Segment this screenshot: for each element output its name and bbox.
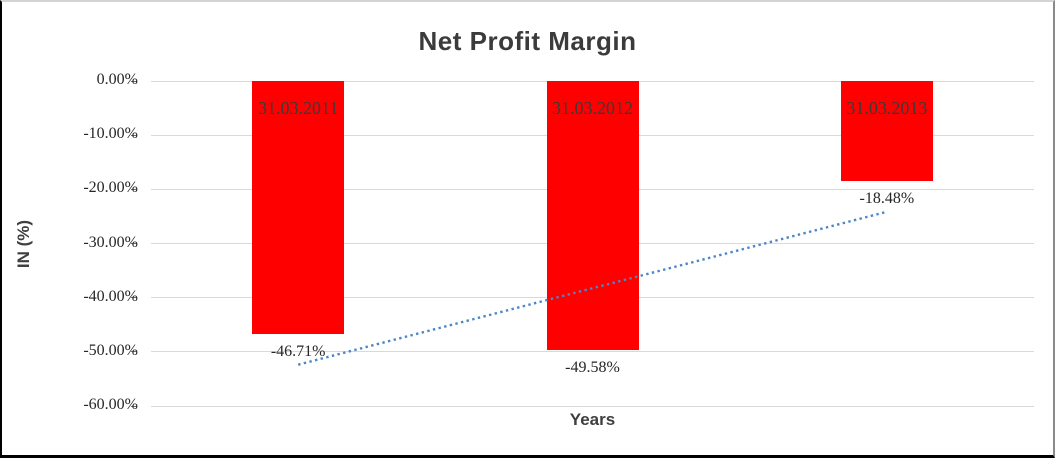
gridline xyxy=(151,405,1034,407)
data-label: -18.48% xyxy=(859,190,915,208)
bar-31.03.2011[interactable] xyxy=(252,81,345,334)
y-axis-tick-label: -50.00% xyxy=(83,341,138,359)
y-axis-tick-label: -10.00% xyxy=(83,125,138,143)
bar-31.03.2012[interactable] xyxy=(546,81,639,350)
x-axis-title: Years xyxy=(569,410,616,429)
y-axis-tick-label: 0.00% xyxy=(96,71,138,88)
data-label: -46.71% xyxy=(270,343,326,360)
y-axis-tick xyxy=(131,188,137,190)
y-axis-tick xyxy=(131,134,137,136)
trendline[interactable] xyxy=(297,210,888,366)
chart-title: Net Profit Margin xyxy=(418,26,637,56)
y-axis-tick-label: -40.00% xyxy=(83,287,138,305)
y-axis-tick xyxy=(131,243,137,244)
y-axis-tick xyxy=(131,351,137,353)
gridline xyxy=(151,351,1034,353)
category-label: 31.03.2011 xyxy=(257,98,339,118)
y-axis-tick-label: -60.00% xyxy=(83,396,138,413)
y-axis-tick-label: -20.00% xyxy=(83,179,138,197)
y-axis-tick-label: -30.00% xyxy=(83,233,138,251)
category-label: 31.03.2013 xyxy=(846,98,928,118)
y-axis-tick xyxy=(131,80,137,82)
category-label: 31.03.2012 xyxy=(552,98,633,118)
data-label: -49.58% xyxy=(565,358,620,376)
bar-31.03.2013[interactable] xyxy=(840,81,933,182)
y-axis-tick xyxy=(131,297,137,299)
y-axis-tick xyxy=(131,405,137,407)
